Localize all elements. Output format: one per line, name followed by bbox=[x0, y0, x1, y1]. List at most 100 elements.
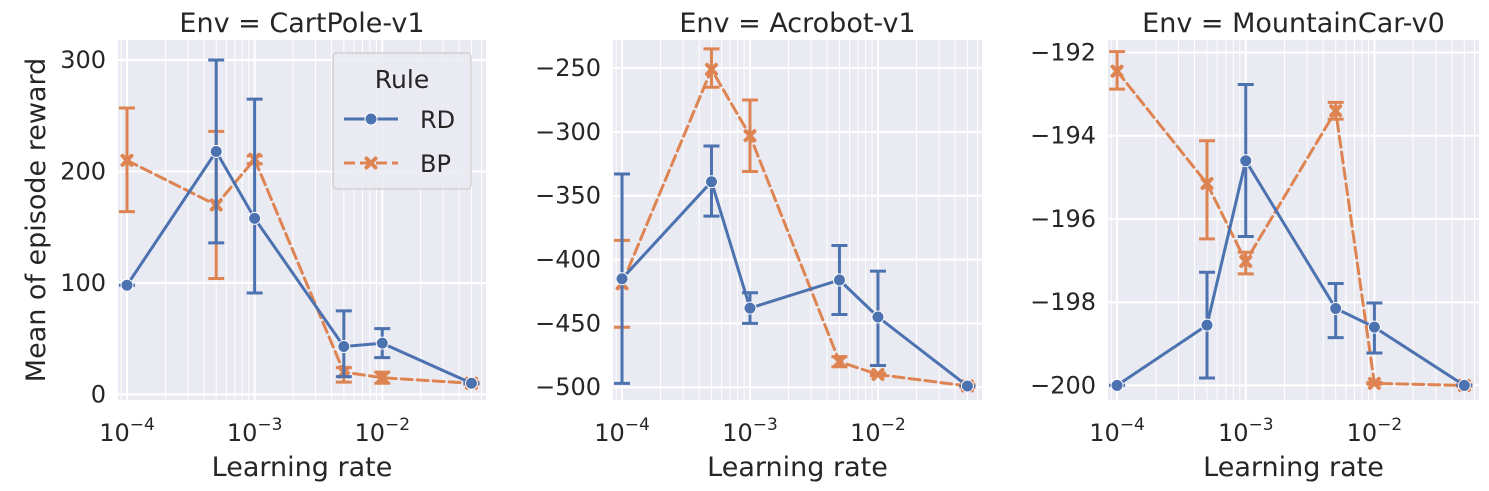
x-tick-mantissa: 10 bbox=[850, 419, 881, 447]
y-tick-label: −198 bbox=[1030, 288, 1096, 316]
x-tick-mantissa: 10 bbox=[594, 419, 625, 447]
data-point bbox=[375, 371, 389, 385]
legend: Rule RD BP bbox=[332, 52, 472, 190]
x-tick-mantissa: 10 bbox=[227, 419, 258, 447]
y-tick-label: −450 bbox=[535, 309, 601, 337]
y-tick-label: −250 bbox=[535, 54, 601, 82]
x-axis-label: Learning rate bbox=[1203, 452, 1384, 483]
series-line bbox=[1115, 159, 1466, 387]
y-tick-label: −200 bbox=[1030, 371, 1096, 399]
data-point bbox=[209, 144, 223, 158]
legend-title: Rule bbox=[375, 65, 429, 94]
series-line bbox=[620, 180, 969, 388]
x-tick-label: 10−3 bbox=[722, 415, 778, 447]
data-point bbox=[464, 376, 478, 390]
series-RD bbox=[119, 58, 480, 390]
data-point bbox=[1367, 376, 1381, 390]
x-tick-mantissa: 10 bbox=[354, 419, 385, 447]
series-line bbox=[125, 157, 473, 385]
series-BP bbox=[614, 47, 976, 393]
x-tick-label: 10−2 bbox=[1347, 415, 1403, 447]
legend-label: RD bbox=[420, 106, 455, 134]
data-point bbox=[337, 340, 351, 354]
data-point bbox=[615, 272, 629, 286]
y-tick-label: −350 bbox=[535, 182, 601, 210]
legend-marker bbox=[364, 156, 378, 170]
y-tick-label: −400 bbox=[535, 246, 601, 274]
y-tick-label: 300 bbox=[60, 46, 106, 74]
data-point bbox=[1200, 318, 1214, 332]
x-tick-label: 10−2 bbox=[850, 415, 906, 447]
x-tick-label: 10−3 bbox=[1218, 415, 1274, 447]
y-tick-label: −192 bbox=[1030, 38, 1096, 66]
data-point bbox=[375, 336, 389, 350]
x-tick-exponent: −3 bbox=[257, 415, 282, 435]
x-tick-mantissa: 10 bbox=[722, 419, 753, 447]
y-tick-label: 200 bbox=[60, 158, 106, 186]
series-RD bbox=[614, 144, 976, 393]
data-point bbox=[832, 355, 846, 369]
y-axis-label: Mean of episode reward bbox=[21, 58, 52, 382]
data-point bbox=[871, 367, 885, 381]
series-BP bbox=[1109, 50, 1473, 392]
data-point bbox=[832, 273, 846, 287]
legend-box bbox=[332, 52, 472, 190]
data-point bbox=[1110, 64, 1124, 78]
x-tick-label: 10−4 bbox=[1089, 415, 1145, 447]
series-line bbox=[125, 150, 473, 385]
data-point bbox=[1457, 378, 1471, 392]
x-axis-label: Learning rate bbox=[707, 452, 888, 483]
data-point bbox=[960, 379, 974, 393]
y-tick-label: −196 bbox=[1030, 205, 1096, 233]
data-point bbox=[1329, 301, 1343, 315]
chart-title: Env = Acrobot-v1 bbox=[679, 8, 915, 39]
plot-background bbox=[613, 40, 982, 400]
series-RD bbox=[1109, 83, 1473, 392]
y-tick-label: −500 bbox=[535, 373, 601, 401]
x-tick-mantissa: 10 bbox=[1218, 419, 1249, 447]
x-tick-exponent: −4 bbox=[625, 415, 650, 435]
data-point bbox=[1110, 378, 1124, 392]
y-tick-label: 100 bbox=[60, 269, 106, 297]
x-tick-label: 10−2 bbox=[354, 415, 410, 447]
data-point bbox=[1239, 254, 1253, 268]
x-tick-mantissa: 10 bbox=[99, 419, 130, 447]
x-axis-label: Learning rate bbox=[212, 452, 393, 483]
x-tick-exponent: −2 bbox=[385, 415, 410, 435]
data-point bbox=[704, 62, 718, 76]
y-tick-label: 0 bbox=[91, 380, 106, 408]
data-point bbox=[1200, 177, 1214, 191]
y-tick-label: −300 bbox=[535, 118, 601, 146]
panel-2: 10−4 10−3 10−2−500−450−400−350−300−250Env … bbox=[535, 8, 982, 483]
legend-marker bbox=[364, 112, 378, 126]
data-point bbox=[743, 129, 757, 143]
x-tick-exponent: −4 bbox=[130, 415, 155, 435]
data-point bbox=[1239, 154, 1253, 168]
plot-background bbox=[1108, 40, 1479, 400]
y-tick-label: −194 bbox=[1030, 122, 1096, 150]
legend-label: BP bbox=[420, 150, 451, 178]
data-point bbox=[120, 153, 134, 167]
x-tick-exponent: −4 bbox=[1120, 415, 1145, 435]
data-point bbox=[248, 211, 262, 225]
data-point bbox=[871, 310, 885, 324]
x-tick-exponent: −2 bbox=[881, 415, 906, 435]
x-tick-label: 10−4 bbox=[594, 415, 650, 447]
series-line bbox=[620, 67, 969, 388]
x-tick-mantissa: 10 bbox=[1347, 419, 1378, 447]
data-point bbox=[1329, 104, 1343, 118]
x-tick-label: 10−3 bbox=[227, 415, 283, 447]
x-tick-exponent: −3 bbox=[753, 415, 778, 435]
chart-title: Env = CartPole-v1 bbox=[179, 8, 424, 39]
data-point bbox=[743, 301, 757, 315]
data-point bbox=[704, 175, 718, 189]
x-tick-mantissa: 10 bbox=[1089, 419, 1120, 447]
chart-title: Env = MountainCar-v0 bbox=[1142, 8, 1445, 39]
data-point bbox=[1367, 320, 1381, 334]
x-tick-exponent: −3 bbox=[1248, 415, 1273, 435]
x-tick-label: 10−4 bbox=[99, 415, 155, 447]
series-line bbox=[1115, 69, 1466, 387]
